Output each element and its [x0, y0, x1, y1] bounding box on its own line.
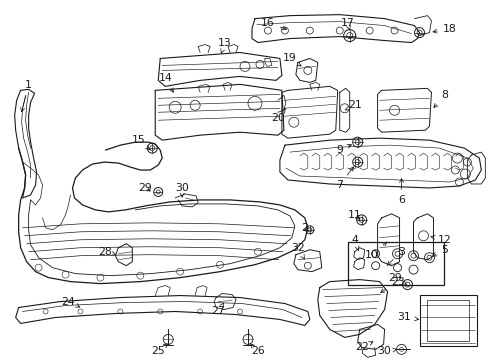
Text: 4: 4 [350, 235, 358, 251]
Text: 24: 24 [61, 297, 80, 307]
Text: 20: 20 [270, 108, 285, 123]
Text: 22: 22 [354, 342, 372, 352]
Text: 32: 32 [290, 243, 304, 259]
Text: 11: 11 [347, 210, 361, 220]
Text: 8: 8 [433, 90, 447, 108]
Text: 3: 3 [386, 247, 404, 265]
Text: 5: 5 [432, 245, 447, 256]
Text: 13: 13 [218, 37, 231, 53]
Text: 1: 1 [20, 80, 32, 112]
Text: 21: 21 [345, 100, 361, 110]
Text: 19: 19 [283, 54, 301, 66]
Bar [427, 300, 468, 341]
Text: 31: 31 [397, 312, 418, 323]
Text: 2: 2 [301, 223, 307, 233]
Text: 30: 30 [175, 183, 189, 197]
Text: 23: 23 [380, 276, 404, 293]
Text: 25: 25 [151, 343, 167, 356]
Text: 28: 28 [98, 247, 115, 257]
Text: 6: 6 [397, 179, 404, 205]
Bar [347, 242, 444, 285]
Text: 29: 29 [387, 273, 406, 285]
Bar [419, 294, 476, 346]
Text: 16: 16 [261, 18, 286, 30]
Text: 26: 26 [250, 343, 264, 356]
Text: 9: 9 [336, 145, 351, 155]
Text: 29: 29 [138, 183, 152, 193]
Text: 18: 18 [432, 24, 455, 33]
Text: 15: 15 [131, 135, 149, 150]
Text: 30: 30 [377, 346, 396, 356]
Text: 7: 7 [336, 167, 353, 190]
Text: 12: 12 [430, 235, 450, 245]
Text: 10: 10 [364, 242, 386, 260]
Text: 14: 14 [158, 73, 173, 92]
Text: 27: 27 [211, 303, 224, 316]
Text: 17: 17 [340, 18, 354, 30]
